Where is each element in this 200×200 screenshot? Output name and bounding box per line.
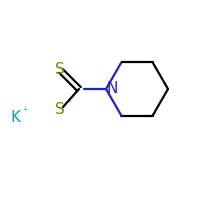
Text: S: S [55,62,65,77]
Text: S: S [55,102,65,117]
Text: ⁻: ⁻ [66,99,72,109]
Text: ⁺: ⁺ [22,107,28,117]
Text: K: K [11,110,21,126]
Text: N: N [107,81,118,96]
